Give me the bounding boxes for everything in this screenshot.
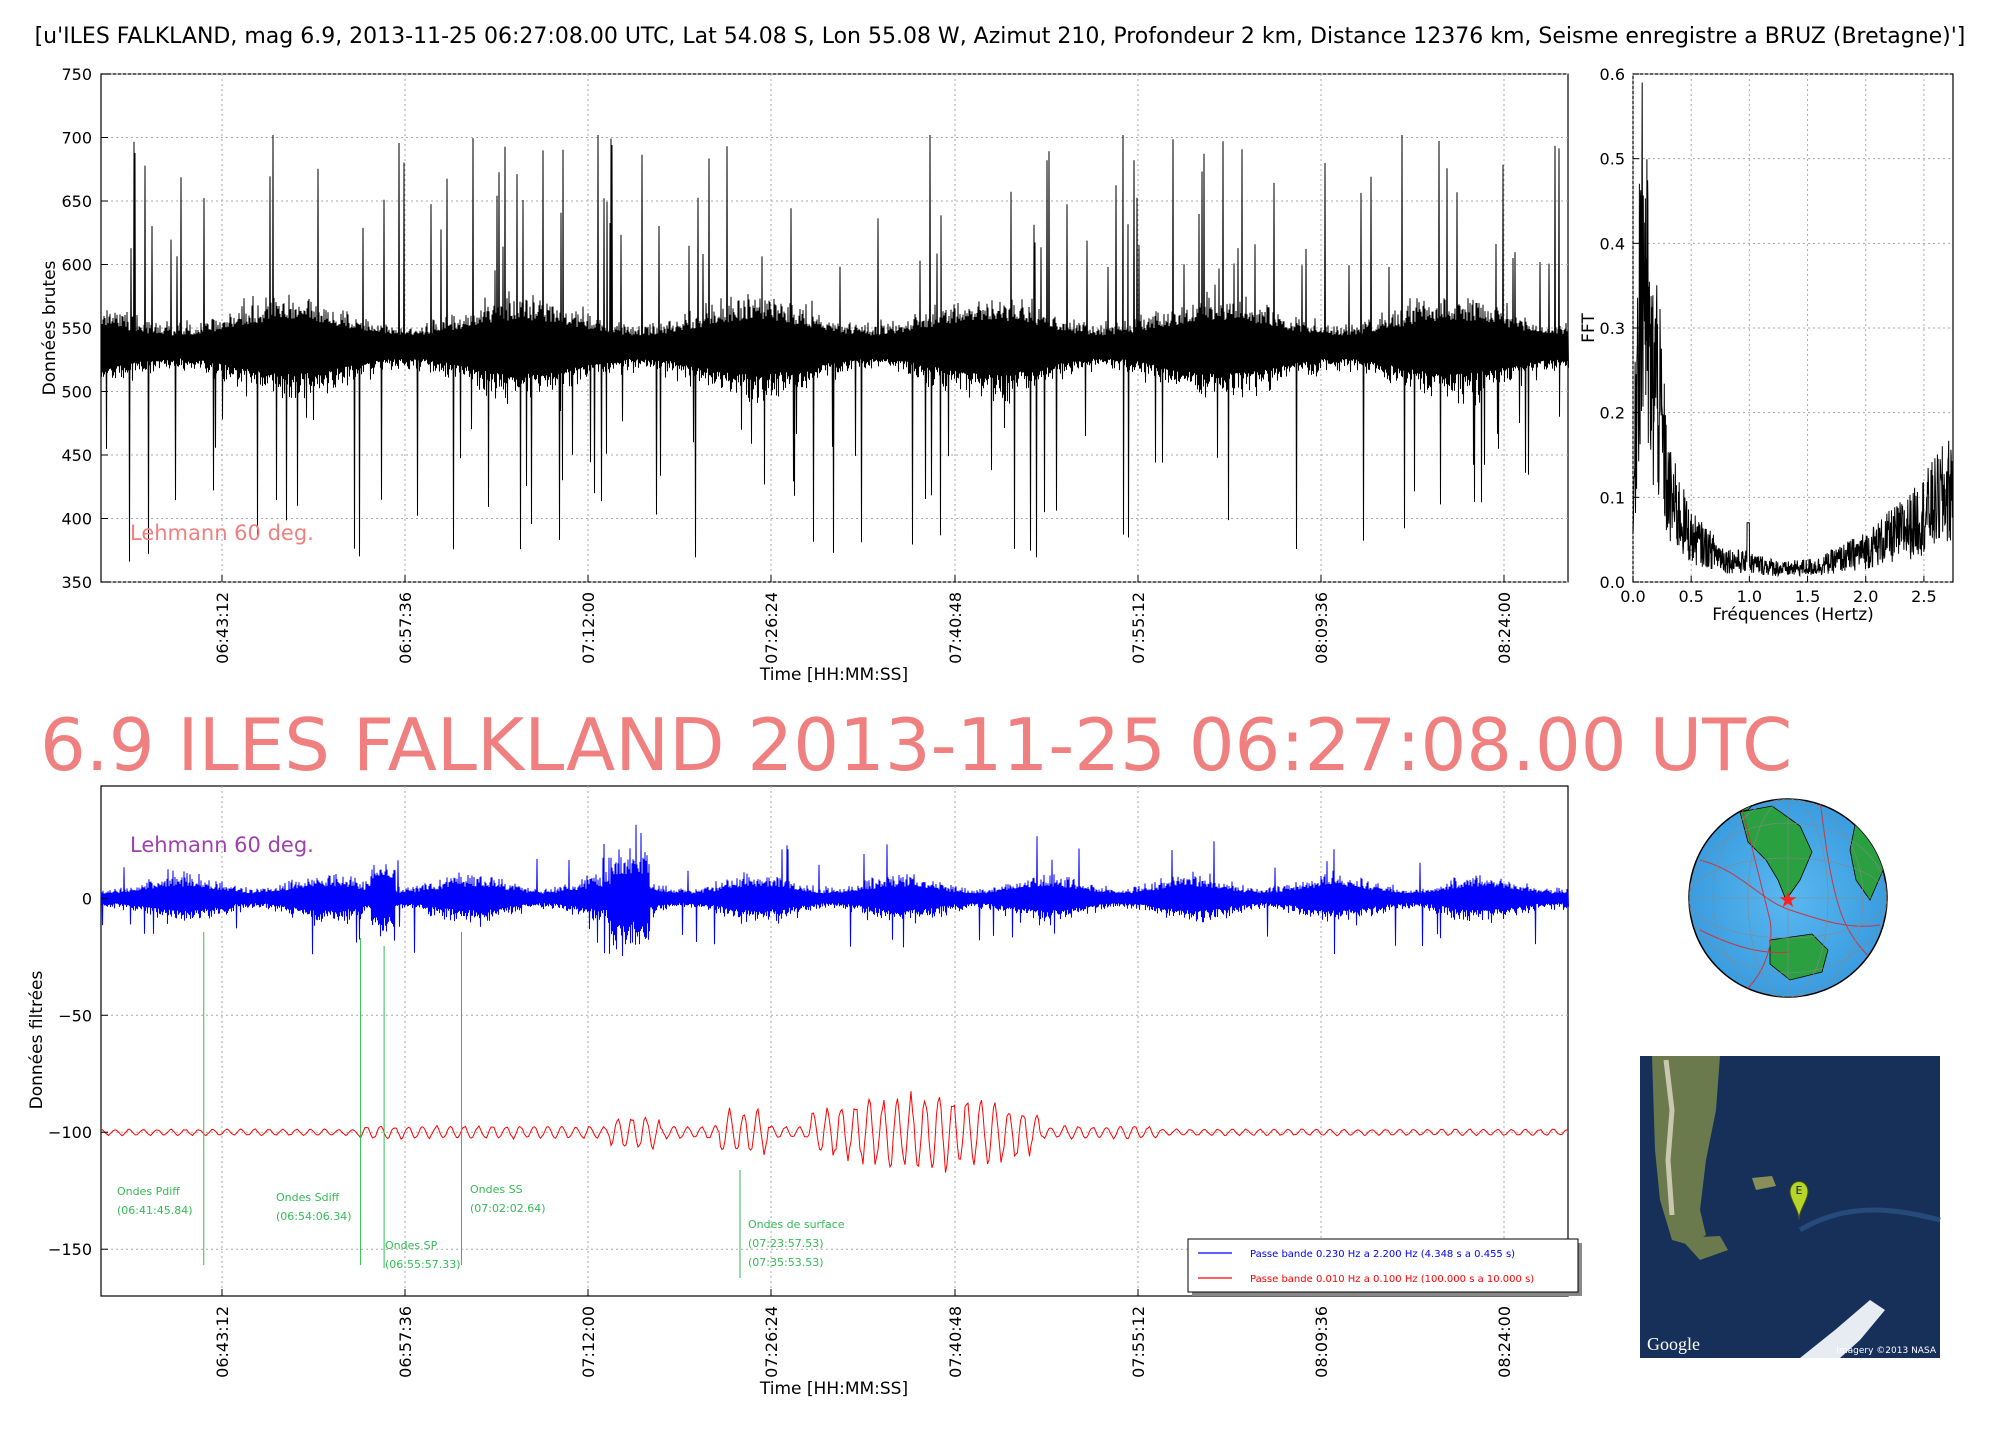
south-georgia-ridge [1798,1207,1941,1233]
legend-box [1187,1238,1579,1293]
legend-label-highpass: Passe bande 0.230 Hz a 2.200 Hz (4.348 s… [1250,1249,1515,1260]
y-tick-label: 0.4 [1600,234,1625,253]
y-tick-label: 0.3 [1600,319,1625,338]
y-tick-label: −100 [48,1123,92,1142]
phase-time: (07:23:57.53) [748,1237,823,1250]
graticule [1689,799,1887,997]
map-pin-icon [1789,1181,1809,1221]
x-tick-label: 06:43:12 [213,1306,232,1378]
y-tick-label: 0 [82,889,92,908]
lowpass-line [100,1091,1569,1173]
phase-name: Ondes Pdiff [117,1185,180,1198]
phase-time: (06:54:06.34) [276,1210,351,1223]
x-tick-label: 0.0 [1620,587,1645,606]
map-logo: Google [1647,1334,1700,1354]
y-tick-label: 0.6 [1600,65,1625,84]
globe-map: ★ [1688,798,1888,998]
filtered-xlabel: Time [HH:MM:SS] [759,1379,908,1399]
raw-trace-line [100,134,1569,562]
y-tick-label: 600 [61,256,92,275]
x-tick-label: 0.5 [1678,587,1703,606]
x-tick-label: 07:40:48 [946,592,965,664]
y-tick-label: −150 [48,1240,92,1259]
highpass-line [100,824,1569,957]
big-title: 6.9 ILES FALKLAND 2013-11-25 06:27:08.00… [40,703,1792,787]
x-tick-label: 08:24:00 [1495,1306,1514,1378]
map-pin-label: E [1796,1184,1803,1197]
y-tick-label: 350 [61,573,92,592]
y-tick-label: 0.0 [1600,573,1625,592]
x-tick-label: 06:57:36 [396,592,415,664]
phase-name: Ondes Sdiff [276,1191,340,1204]
raw-trace-panel: 350 400 450 500 550 600 650 700 750 06:43:12 06:5… [40,65,1569,685]
satellite-map: E Google Imagery ©2013 NASA [1640,1056,1941,1358]
y-tick-label: 650 [61,192,92,211]
filtered-ylabel: Données filtrées [27,971,47,1110]
fft-xlabel: Fréquences (Hertz) [1712,605,1874,625]
south-america-land [1739,805,1813,901]
antarctica-land [1769,933,1829,981]
phase-label-sp: Ondes SP (06:55:57.33) [385,1239,460,1271]
x-tick-label: 08:24:00 [1495,592,1514,664]
y-tick-label: 750 [61,65,92,84]
fft-line [1632,82,1954,578]
phase-label-ss: Ondes SS (07:02:02.64) [470,1183,545,1215]
y-tick-label: 0.2 [1600,404,1625,423]
legend: Passe bande 0.230 Hz a 2.200 Hz (4.348 s… [1187,1238,1582,1296]
x-tick-label: 07:12:00 [579,592,598,664]
figure-title: [u'ILES FALKLAND, mag 6.9, 2013-11-25 06… [35,24,1966,49]
raw-annotation: Lehmann 60 deg. [130,521,314,545]
x-tick-label: 1.5 [1795,587,1820,606]
phase-time-2: (07:35:53.53) [748,1256,823,1269]
y-tick-label: 0.5 [1600,150,1625,169]
phase-time: (06:41:45.84) [117,1204,192,1217]
phase-label-surface: Ondes de surface (07:23:57.53) (07:35:53… [748,1218,845,1269]
phase-name: Ondes de surface [748,1218,845,1231]
x-tick-label: 07:55:12 [1129,1306,1148,1378]
x-tick-label: 08:09:36 [1312,1306,1331,1378]
phase-name: Ondes SS [470,1183,523,1196]
x-tick-label: 1.0 [1737,587,1762,606]
raw-xlabel: Time [HH:MM:SS] [759,665,908,685]
fft-ylabel: FFT [1579,313,1599,343]
epicenter-star-icon: ★ [1778,888,1798,913]
andes-ridge [1663,1059,1675,1216]
filtered-panel: 0 −50 −100 −150 06:43:12 06:57:36 07:12:00 07:… [27,785,1582,1399]
antarctic-peninsula [1800,1300,1885,1358]
y-tick-label: 400 [61,510,92,529]
legend-label-lowpass: Passe bande 0.010 Hz a 0.100 Hz (100.000… [1250,1274,1534,1285]
y-tick-label: 700 [61,129,92,148]
falkland-islands [1752,1176,1776,1190]
x-tick-label: 06:43:12 [213,592,232,664]
tierra-del-fuego [1680,1236,1728,1260]
x-tick-label: 07:26:24 [762,1306,781,1378]
y-tick-label: 550 [61,319,92,338]
phase-label-sdiff: Ondes Sdiff (06:54:06.34) [276,1191,351,1223]
x-tick-label: 2.0 [1853,587,1878,606]
x-tick-label: 07:55:12 [1129,592,1148,664]
x-tick-label: 07:40:48 [946,1306,965,1378]
x-tick-label: 07:12:00 [579,1306,598,1378]
raw-ylabel: Données brutes [40,260,60,395]
phase-time: (07:02:02.64) [470,1202,545,1215]
plate-boundaries [1699,799,1886,996]
phase-label-pdiff: Ondes Pdiff (06:41:45.84) [117,1185,192,1217]
phase-time: (06:55:57.33) [385,1258,460,1271]
fft-panel: 0.0 0.1 0.2 0.3 0.4 0.5 0.6 0.0 0.5 1.0 1.5 2.0 2.5… [1579,65,1954,625]
map-credit: Imagery ©2013 NASA [1836,1346,1937,1356]
x-tick-label: 06:57:36 [396,1306,415,1378]
y-tick-label: 500 [61,383,92,402]
y-tick-label: 450 [61,446,92,465]
y-tick-label: −50 [58,1006,92,1025]
x-tick-label: 2.5 [1911,587,1936,606]
x-tick-label: 08:09:36 [1312,592,1331,664]
phase-name: Ondes SP [385,1239,438,1252]
x-tick-label: 07:26:24 [762,592,781,664]
y-tick-label: 0.1 [1600,488,1625,507]
filtered-annotation: Lehmann 60 deg. [130,833,314,857]
filtered-plot-area [100,785,1569,1297]
